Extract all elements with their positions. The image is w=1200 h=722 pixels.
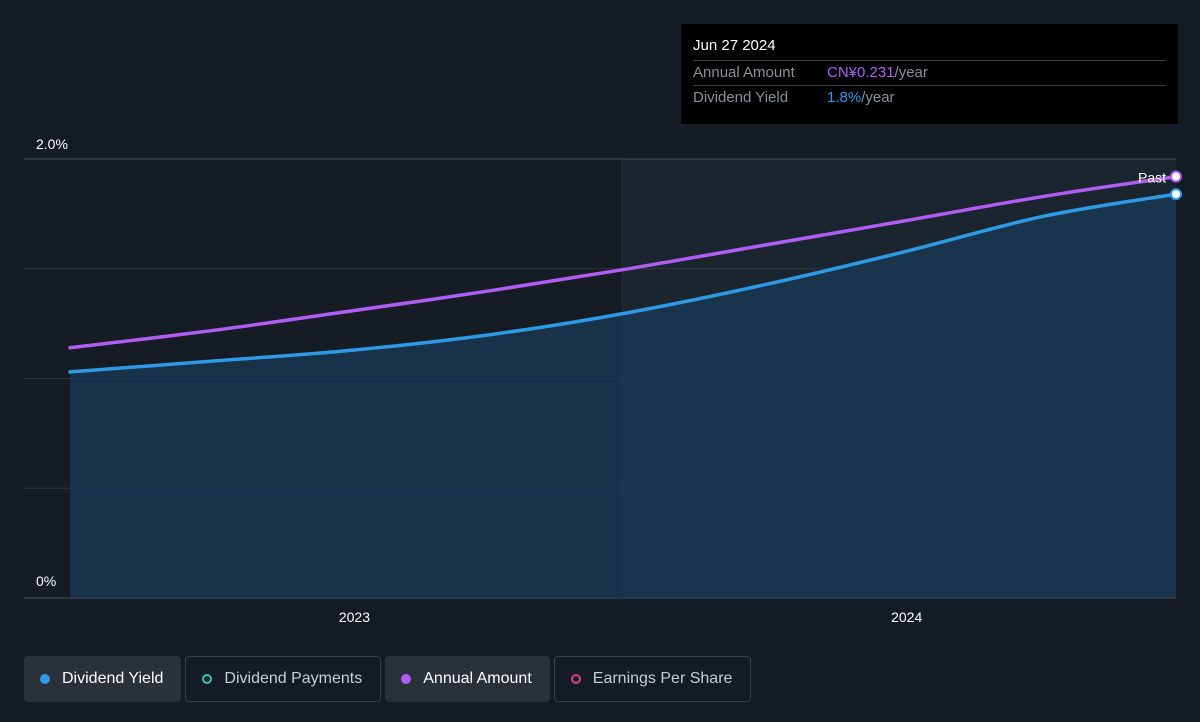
legend-dot-icon <box>401 674 412 684</box>
chart-tooltip: Jun 27 2024 Annual Amount CN¥0.231 /year… <box>681 24 1178 124</box>
tooltip-unit: /year <box>861 89 895 106</box>
dividend-yield-end-marker <box>1170 188 1182 201</box>
tooltip-label: Dividend Yield <box>693 89 789 106</box>
legend-label: Dividend Payments <box>224 670 363 687</box>
tooltip-value: CN¥0.231 <box>827 64 895 81</box>
tooltip-unit: /year <box>894 64 928 81</box>
y-tick-label: 0% <box>36 573 56 589</box>
annual-amount-line <box>68 174 1178 350</box>
y-tick-label: 2.0% <box>36 136 68 152</box>
dividend-yield-area <box>70 194 1176 598</box>
tooltip-row-annual-amount: Annual Amount CN¥0.231 /year <box>693 60 1166 85</box>
annual-amount-end-marker <box>1170 170 1182 183</box>
chart-legend: Dividend Yield Dividend Payments Annual … <box>24 656 752 702</box>
legend-label: Dividend Yield <box>62 670 164 687</box>
legend-ring-icon <box>202 674 213 684</box>
tooltip-label: Annual Amount <box>693 64 795 81</box>
legend-dividend-payments[interactable]: Dividend Payments <box>185 656 382 702</box>
legend-dot-icon <box>40 674 50 684</box>
legend-dividend-yield[interactable]: Dividend Yield <box>24 656 182 702</box>
tooltip-value: 1.8% <box>827 89 862 106</box>
tooltip-date: Jun 27 2024 <box>693 37 776 54</box>
legend-annual-amount[interactable]: Annual Amount <box>385 656 550 702</box>
past-label: Past <box>1138 170 1166 186</box>
dividend-yield-line <box>68 192 1178 374</box>
legend-earnings-per-share[interactable]: Earnings Per Share <box>553 656 752 702</box>
x-tick-label: 2024 <box>891 609 922 625</box>
dividend-chart: 2.0% 0% 2023 2024 Past <box>24 136 1182 625</box>
legend-label: Annual Amount <box>423 670 532 687</box>
tooltip-row-dividend-yield: Dividend Yield 1.8% /year <box>693 85 1166 110</box>
x-tick-label: 2023 <box>339 609 370 625</box>
legend-ring-icon <box>570 674 581 684</box>
legend-label: Earnings Per Share <box>592 670 733 687</box>
